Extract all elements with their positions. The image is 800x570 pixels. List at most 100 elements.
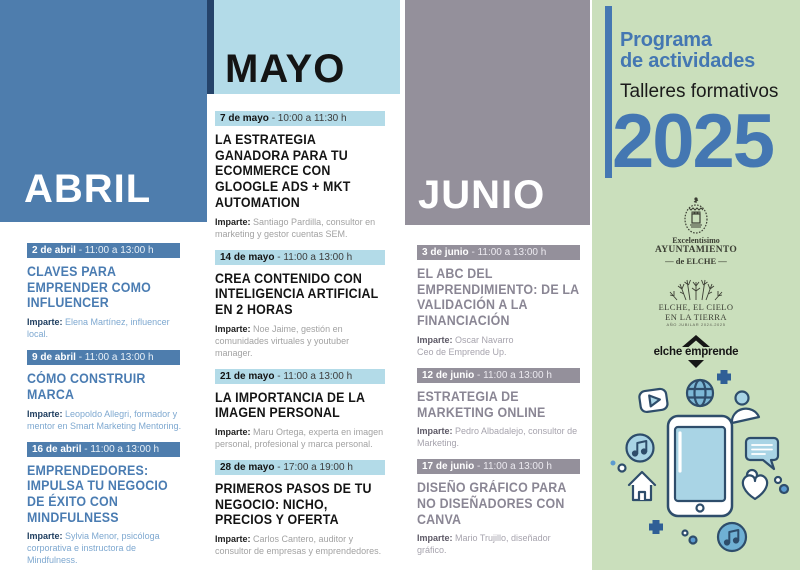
may-events-column: 7 de mayo - 10:00 a 11:30 h LA ESTRATEGI… [215,111,387,567]
event-title: CÓMO CONSTRUIR MARCA [27,371,146,402]
event-time: - 11:00 a 13:00 h [471,247,547,258]
april-header-block: ABRIL [0,0,207,222]
event-speaker: Imparte: Carlos Cantero, auditor y consu… [215,533,387,557]
may-header-block: MAYO [214,0,400,94]
speaker-name: Carlos Cantero, auditor y consultor de e… [215,534,382,557]
event-time: - 11:00 a 13:00 h [277,251,353,263]
cielo-line2: EN LA TIERRA [665,312,727,322]
event: 2 de abril - 11:00 a 13:00 h CLAVES PARA… [27,243,184,340]
speaker-name: Maru Ortega, experta en imagen personal,… [215,427,384,450]
event-date-badge: 17 de junio - 11:00 a 13:00 h [417,459,580,475]
chat-bubble-icon [744,436,780,471]
event-date-badge: 2 de abril - 11:00 a 13:00 h [27,243,180,258]
event-date: 2 de abril [32,245,76,256]
event: 16 de abril - 11:00 a 13:00 h EMPRENDEDO… [27,441,184,567]
palm-emblem-icon [669,279,723,301]
speaker-name: Mario Trujillo, diseñador gráfico. [417,533,551,556]
speaker-name: Sylvia Menor, psicóloga corporativa e in… [27,531,160,566]
imparte-label: Imparte: [215,534,251,545]
event-speaker: Imparte: Maru Ortega, experta en imagen … [215,426,387,450]
side-panel: Programa de actividades Talleres formati… [592,0,800,570]
event: 12 de junio - 11:00 a 13:00 h ESTRATEGIA… [417,367,581,449]
speaker-name: Pedro Albadalejo, consultor de Marketing… [417,426,578,449]
event-title: EMPRENDEDORES: IMPULSA TU NEGOCIO DE ÉXI… [27,462,168,525]
event-time: - 11:00 a 13:00 h [477,461,552,473]
month-title-may: MAYO [225,47,346,91]
event-time: - 11:00 a 13:00 h [84,443,160,455]
accent-bar [605,6,612,178]
chevron-up-icon [682,335,710,347]
month-title-april: ABRIL [24,167,152,211]
event: 9 de abril - 11:00 a 13:00 h CÓMO CONSTR… [27,350,184,431]
dot-icon [688,535,698,545]
ayuntamiento-crest-icon [684,197,708,234]
plus-icon [649,520,663,534]
event-title: LA ESTRATEGIA GANADORA PARA TU ECOMMERCE… [215,132,351,210]
dot-icon [773,475,783,485]
music-note-icon [716,521,748,553]
event: 3 de junio - 11:00 a 13:00 h EL ABC DEL … [417,245,581,358]
event-speaker: Imparte: Noe Jaime, gestión en comunidad… [215,323,387,359]
imparte-label: Imparte: [27,408,63,419]
imparte-label: Imparte: [417,334,453,345]
event-time: - 11:00 a 13:00 h [78,352,154,364]
imparte-label: Imparte: [417,533,453,544]
program-year: 2025 [612,99,775,184]
user-icon [730,390,761,425]
event-date: 14 de mayo [220,251,275,263]
imparte-label: Imparte: [27,317,63,328]
smartphone-icon [666,414,734,518]
speaker-name: Elena Martínez, influencer local. [27,317,170,340]
event-time: - 10:00 a 11:30 h [271,113,347,124]
phone-illustration [610,370,790,553]
event-time: - 17:00 a 19:00 h [277,462,353,474]
event-title: LA IMPORTANCIA DE LA IMAGEN PERSONAL [215,389,366,421]
cielo-line1: ELCHE, EL CIELO [658,302,734,312]
imparte-label: Imparte: [215,323,251,334]
month-title-june: JUNIO [418,173,546,217]
imparte-label: Imparte: [215,216,251,227]
dot-icon [610,460,616,466]
event-date: 21 de mayo [220,370,275,382]
event-speaker: Imparte: Elena Martínez, influencer loca… [27,316,184,340]
event-date: 28 de mayo [220,462,275,474]
event-date: 3 de junio [422,247,469,258]
event-time: - 11:00 a 13:00 h [477,369,552,381]
event: 21 de mayo - 11:00 a 13:00 h LA IMPORTAN… [215,368,387,450]
event-date-badge: 16 de abril - 11:00 a 13:00 h [27,441,180,457]
program-title-line2: de actividades [620,50,756,72]
event-speaker: Imparte: Mario Trujillo, diseñador gráfi… [417,532,581,556]
elche-emprende-label: elche emprende [653,346,739,358]
event-title: PRIMEROS PASOS DE TU NEGOCIO: NICHO, PRE… [215,481,372,528]
home-icon [627,470,657,502]
navy-accent-strip [207,0,214,94]
event-date-badge: 21 de mayo - 11:00 a 13:00 h [215,368,385,384]
event-date: 17 de junio [422,461,475,473]
logos-block: Excelentísimo AYUNTAMIENTO — de ELCHE — … [592,196,800,368]
music-note-icon [625,433,655,463]
event-date-badge: 9 de abril - 11:00 a 13:00 h [27,350,180,366]
event-time: - 11:00 a 13:00 h [78,245,154,256]
june-header-block: JUNIO [405,0,590,225]
event-date: 7 de mayo [220,113,269,124]
dot-icon [778,483,790,495]
june-events-column: 3 de junio - 11:00 a 13:00 h EL ABC DEL … [417,245,581,566]
event-date-badge: 14 de mayo - 11:00 a 13:00 h [215,249,385,265]
event-date: 16 de abril [32,443,82,455]
triangle-down-icon [688,360,704,368]
event-title: CREA CONTENIDO CON INTELIGENCIA ARTIFICI… [215,270,379,317]
event: 17 de junio - 11:00 a 13:00 h DISEÑO GRÁ… [417,459,581,556]
event-date-badge: 7 de mayo - 10:00 a 11:30 h [215,111,385,126]
plus-icon [717,370,731,384]
event-speaker: Imparte: Leopoldo Allegri, formador y me… [27,408,184,432]
imparte-label: Imparte: [417,426,453,437]
dot-icon [617,463,627,473]
imparte-label: Imparte: [27,531,63,542]
april-events-column: 2 de abril - 11:00 a 13:00 h CLAVES PARA… [27,243,184,570]
heart-icon [741,468,769,501]
speaker-name: Leopoldo Allegri, formador y mentor en S… [27,408,182,431]
elche-emprende-logo: elche emprende [592,335,800,368]
event: 14 de mayo - 11:00 a 13:00 h CREA CONTEN… [215,249,387,359]
cielo-line3: AÑO JUBILAR 2024-2025 [666,322,726,327]
ayuntamiento-line2: AYUNTAMIENTO [654,245,738,255]
